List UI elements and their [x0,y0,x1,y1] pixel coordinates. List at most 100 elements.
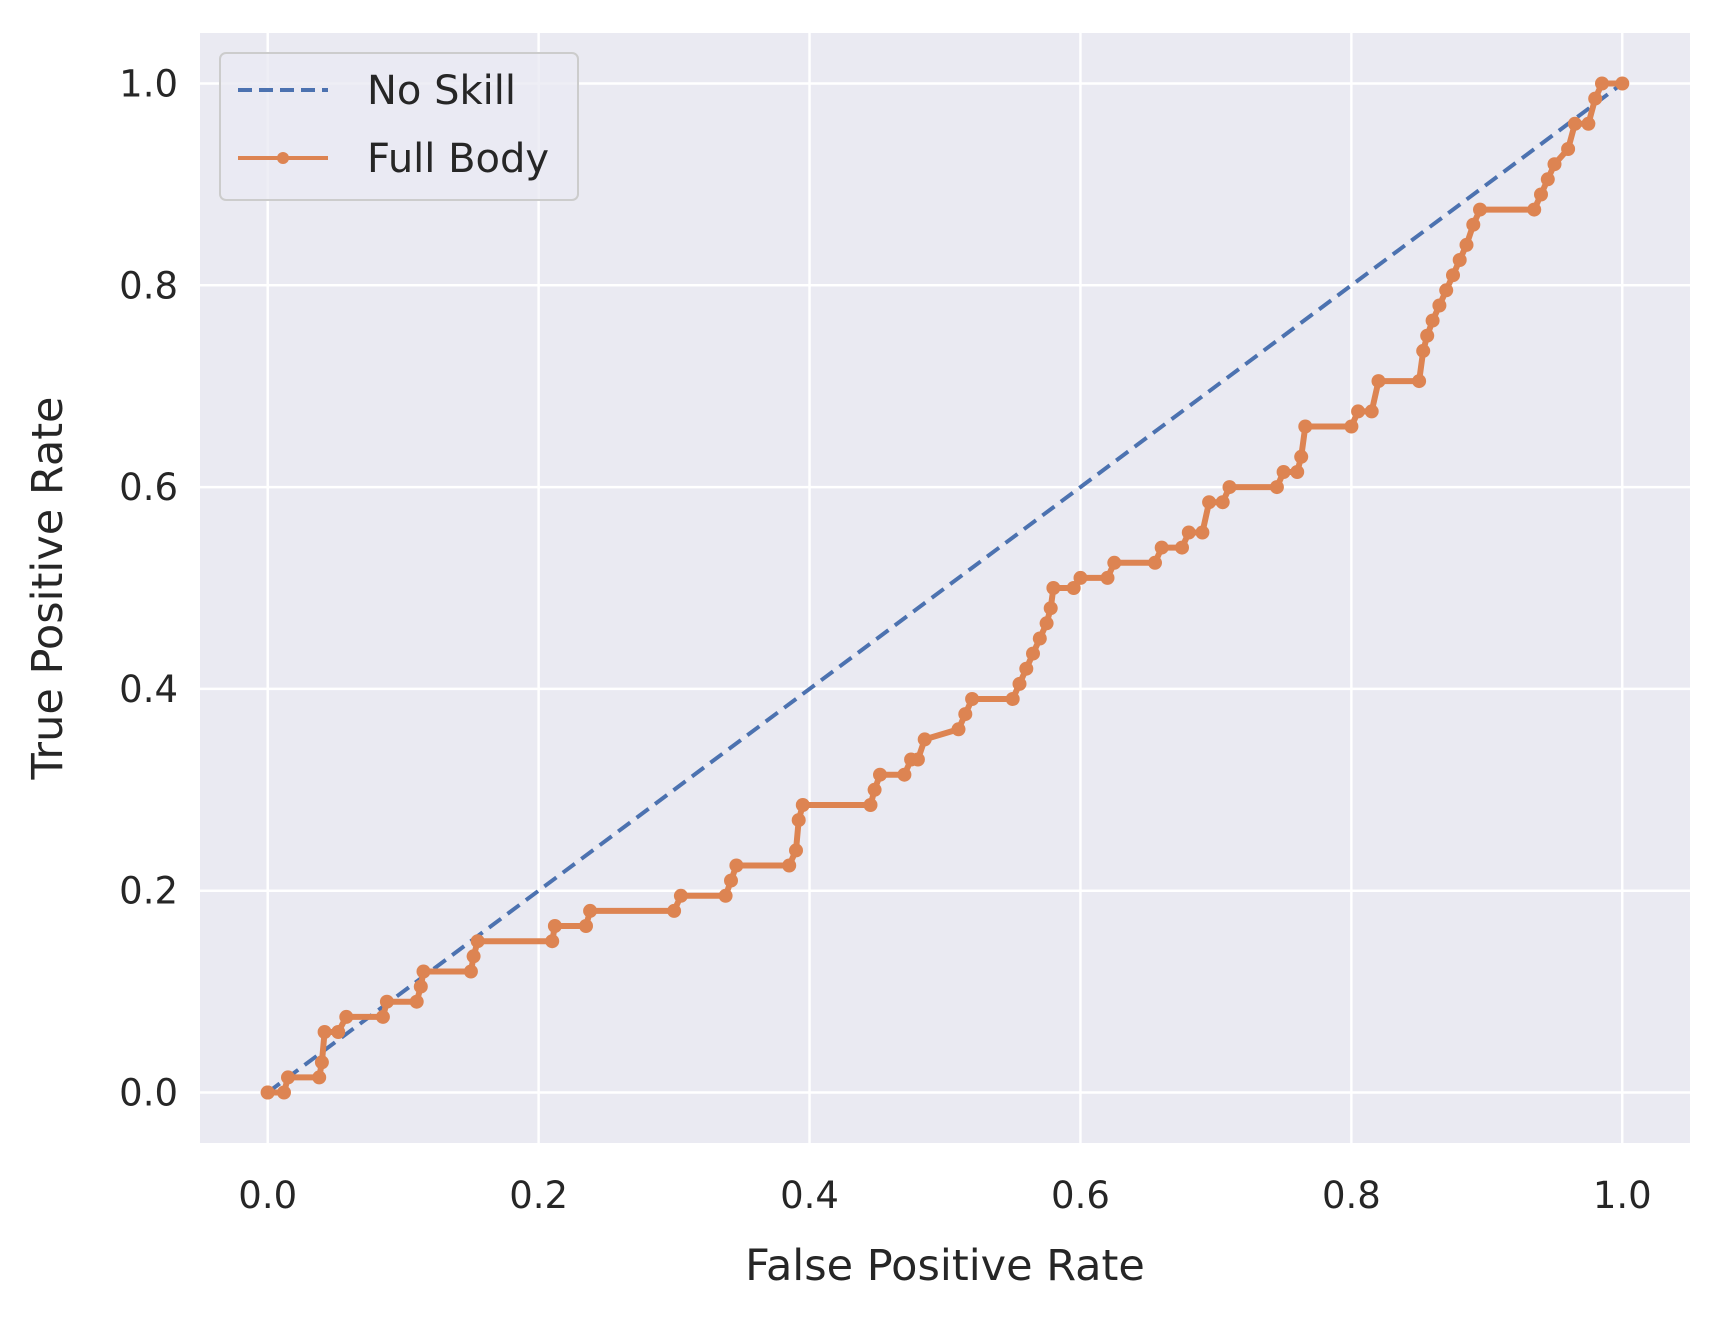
full-body-point [791,813,806,828]
x-tick-label: 1.0 [1593,1174,1652,1217]
full-body-point [1039,616,1054,631]
y-tick-label: 0.6 [119,466,178,509]
full-body-point [1547,157,1562,172]
full-body-point [1439,283,1454,298]
full-body-point [470,934,485,949]
full-body-point [673,888,688,903]
full-body-point [281,1070,295,1085]
full-body-point [1195,525,1210,540]
full-body-point [1595,76,1609,91]
full-body-point [579,919,593,933]
full-body-point [1290,465,1305,479]
full-body-point [917,732,932,747]
full-body-point [260,1085,275,1100]
full-body-point [873,767,887,782]
full-body-point [795,798,810,812]
series-no-skill [266,81,1624,1095]
full-body-point [1561,142,1576,156]
full-body-point [1466,217,1481,232]
full-body-point [1364,404,1379,419]
full-body-point [1425,313,1440,328]
full-body-point [1344,419,1359,434]
full-body-point [545,934,560,949]
full-body-point [1420,328,1435,343]
full-body-point [1073,570,1088,585]
y-axis-label: True Positive Rate [23,396,73,780]
full-body-point [1615,76,1630,91]
full-body-point [1148,555,1162,570]
full-body-point [1066,581,1081,595]
full-body-point [409,994,424,1009]
full-body-point [1527,202,1542,217]
full-body-point [1269,480,1284,495]
legend-full-body-marker [277,152,289,164]
full-body-point [379,994,394,1009]
full-body-point [1452,253,1467,267]
full-body-point [413,979,428,994]
full-body-point [897,767,912,782]
full-body-point [1567,116,1582,131]
full-body-point [1046,581,1061,595]
full-body-point [375,1009,390,1024]
full-body-point [965,692,980,706]
y-tick-label: 0.4 [119,668,178,711]
full-body-point [1351,404,1366,419]
full-body-point [1202,495,1217,510]
full-body-point [729,858,744,873]
full-body-point [1534,187,1548,202]
full-body-point [1416,343,1431,358]
full-body-point [547,919,562,933]
y-tick-label: 0.2 [119,870,178,913]
full-body-point [951,722,966,737]
y-tick-label: 0.0 [119,1072,178,1115]
full-body-point [317,1025,332,1039]
full-body-point [1276,465,1291,479]
full-body-point [463,964,478,979]
full-body-point [789,843,803,858]
full-body-point [1012,676,1027,691]
full-body-point [1294,449,1309,464]
full-body-point [1175,540,1189,555]
x-tick-label: 0.4 [780,1174,839,1217]
full-body-point [331,1025,346,1039]
full-body-point [1540,172,1555,187]
full-body-point [1154,540,1169,555]
full-body-point [1298,419,1313,434]
full-body-point [1412,374,1427,389]
y-tick-label: 0.8 [119,264,178,307]
full-body-point [867,782,882,797]
full-body-point [667,903,682,918]
full-body-point [782,858,797,873]
x-tick-label: 0.0 [238,1174,297,1217]
x-tick-label: 0.2 [509,1174,568,1217]
full-body-point [1588,91,1603,106]
series-full-body [260,76,1630,1100]
full-body-point [277,1085,291,1100]
legend: No Skill Full Body [219,52,579,201]
full-body-point [1432,298,1447,313]
full-body-point [910,752,925,767]
legend-no-skill-label: No Skill [367,68,516,114]
x-tick-label: 0.6 [1051,1174,1110,1217]
y-tick-label: 1.0 [119,62,178,105]
full-body-point [1222,480,1237,495]
legend-full-body-label: Full Body [367,136,549,182]
x-axis-label: False Positive Rate [745,1241,1145,1291]
full-body-point [466,949,481,964]
full-body-point [1459,237,1474,252]
full-body-point [416,964,431,979]
full-body-point [1181,525,1196,540]
full-body-point [1032,631,1047,646]
x-axis-ticks: 0.0 0.2 0.4 0.6 0.8 1.0 [238,1174,1651,1217]
no-skill-line [266,81,1624,1095]
full-body-point [1215,495,1230,510]
full-body-point [724,873,738,888]
full-body-point [718,888,733,903]
series-layer [260,76,1630,1100]
full-body-point [1473,202,1487,217]
x-tick-label: 0.8 [1322,1174,1381,1217]
y-axis-ticks: 0.0 0.2 0.4 0.6 0.8 1.0 [119,62,178,1114]
full-body-point [312,1070,327,1085]
full-body-point [1005,692,1020,706]
